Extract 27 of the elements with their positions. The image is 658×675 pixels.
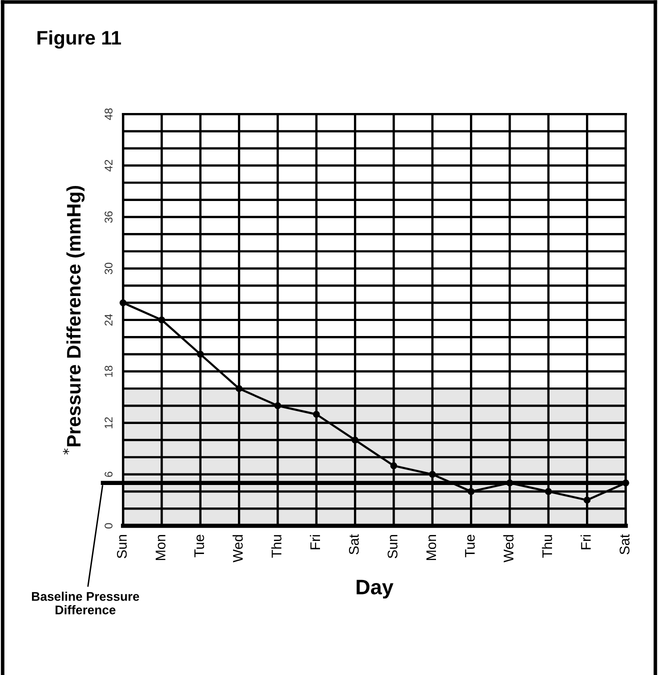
chart-title: Figure 11 xyxy=(37,30,122,49)
x-tick-label: Mon xyxy=(426,535,436,560)
y-tick-label: 42 xyxy=(104,160,112,172)
x-tick-label: Sun xyxy=(116,535,127,558)
x-tick-label: Thu xyxy=(271,535,282,558)
ref-line-label: Baseline Pressure Difference xyxy=(32,592,140,614)
x-tick-label: Tue xyxy=(194,534,204,558)
y-tick-label: 12 xyxy=(104,417,112,428)
x-tick-label: Wed xyxy=(232,535,243,562)
x-tick-label: Sun xyxy=(388,535,398,558)
y-tick-label: 48 xyxy=(104,108,113,120)
x-tick-label: Tue xyxy=(465,534,475,558)
x-tick-label: Thu xyxy=(542,535,552,558)
y-tick-label: 18 xyxy=(104,366,113,377)
y-tick-label: 30 xyxy=(104,262,113,274)
x-tick-label: Sat xyxy=(348,534,359,554)
x-axis-title: Day xyxy=(356,580,394,599)
y-axis-title: $^{*}$Pressure Difference (mmHg) xyxy=(62,186,85,454)
x-tick-label: Sat xyxy=(620,534,630,554)
x-tick-label: Fri xyxy=(310,535,320,550)
y-tick-label: 0 xyxy=(104,523,113,528)
x-tick-label: Fri xyxy=(580,535,591,550)
y-tick-label: 36 xyxy=(104,211,113,223)
y-tick-label: 24 xyxy=(104,314,112,326)
x-tick-label: Mon xyxy=(156,535,166,560)
y-tick-label: 6 xyxy=(104,472,113,477)
x-tick-label: Wed xyxy=(503,535,514,562)
